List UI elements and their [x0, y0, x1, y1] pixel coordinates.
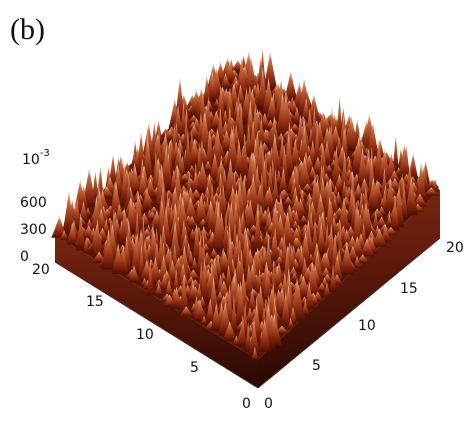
z-tick-label: 0	[20, 249, 29, 265]
y-tick-label: 20	[32, 262, 50, 278]
x-tick-label: 10	[358, 318, 376, 334]
figure: (b) 10-3 600 300 0 20 15 10 5 0 0 5 10 1…	[0, 0, 469, 423]
x-tick-label: 0	[264, 396, 273, 412]
z-unit-base: 10	[22, 152, 40, 168]
y-tick-label: 0	[242, 396, 251, 412]
y-tick-label: 15	[86, 294, 104, 310]
z-tick-label: 300	[20, 222, 47, 238]
y-tick-label: 5	[190, 360, 199, 376]
x-tick-label: 15	[400, 281, 418, 297]
y-tick-label: 10	[136, 327, 154, 343]
z-unit-exponent: -3	[40, 148, 50, 159]
x-tick-label: 5	[312, 358, 321, 374]
panel-label: (b)	[10, 13, 45, 46]
z-tick-label: 600	[20, 195, 47, 211]
x-tick-label: 20	[446, 240, 464, 256]
